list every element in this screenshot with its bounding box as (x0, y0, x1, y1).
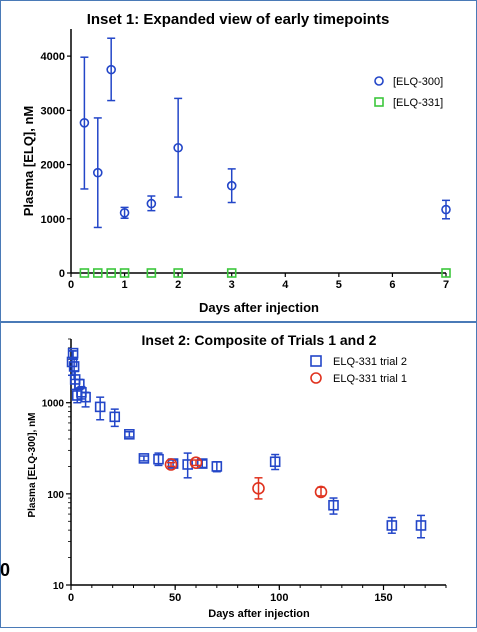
y-tick-label: 10 (53, 581, 65, 592)
error-bar (147, 195, 156, 212)
legend-entry: [ELQ-331] (393, 97, 443, 109)
error-bar (80, 56, 89, 190)
data-point (164, 458, 178, 471)
data-point (146, 268, 157, 278)
error-bar (192, 459, 200, 467)
data-point (441, 268, 451, 278)
data-point (92, 268, 103, 278)
error-bar (107, 37, 116, 102)
data-point (94, 401, 106, 413)
inset-1-chart: Inset 1: Expanded view of early timepoin… (21, 11, 451, 315)
data-point (226, 268, 237, 278)
y-axis-label: Plasma [ELQ], nM (21, 106, 36, 217)
data-point (106, 268, 116, 278)
x-tick-label: 150 (374, 592, 392, 604)
data-point (314, 485, 328, 499)
data-point (119, 208, 130, 218)
error-bar (254, 477, 263, 500)
data-point (189, 456, 203, 469)
x-axis-label: Days after injection (199, 300, 319, 315)
y-tick-label: 1000 (42, 399, 65, 410)
data-point (196, 458, 208, 469)
x-tick-label: 7 (443, 279, 449, 291)
x-tick-label: 100 (270, 592, 288, 604)
inset-2-panel: Inset 2: Composite of Trials 1 and 2 Day… (0, 322, 477, 628)
error-bar (96, 396, 105, 421)
legend-entry: [ELQ-300] (393, 76, 443, 88)
data-point (226, 180, 237, 191)
x-tick-label: 3 (229, 279, 235, 291)
data-point (92, 167, 103, 178)
x-tick-label: 4 (282, 279, 289, 291)
y-axis-label: Plasma [ELQ-300], nM (27, 412, 38, 517)
x-tick-label: 2 (175, 279, 181, 291)
error-bar (183, 452, 192, 479)
error-bar (93, 117, 102, 229)
data-point (79, 268, 90, 278)
inset-1-panel: Inset 1: Expanded view of early timepoin… (0, 0, 477, 322)
data-point (119, 268, 130, 278)
data-point (173, 268, 183, 278)
data-point (415, 520, 427, 531)
data-point (328, 499, 339, 511)
legend-marker (310, 355, 322, 367)
y-tick-label: 4000 (41, 51, 65, 63)
legend-entry: ELQ-331 trial 2 (333, 356, 407, 368)
legend-marker (374, 97, 384, 107)
data-point (182, 459, 193, 470)
y-tick-label: 3000 (41, 105, 65, 117)
y-tick-label: 1000 (41, 214, 65, 226)
chart-title: Inset 2: Composite of Trials 1 and 2 (142, 332, 377, 348)
error-bar (125, 431, 134, 438)
data-point (441, 204, 451, 215)
x-tick-label: 50 (169, 592, 181, 604)
data-point (146, 198, 157, 209)
error-bar (227, 168, 236, 204)
error-bar (417, 514, 425, 539)
legend-entry: ELQ-331 trial 1 (333, 373, 407, 385)
error-bar (174, 97, 183, 198)
error-bar (139, 455, 148, 462)
data-point (269, 456, 281, 468)
error-bar (167, 461, 175, 468)
data-point (67, 347, 79, 359)
edge-label: 0 (0, 560, 11, 580)
data-point (211, 461, 223, 472)
y-tick-label: 2000 (41, 160, 65, 172)
data-point (173, 142, 183, 153)
legend-marker (310, 372, 322, 384)
x-tick-label: 0 (68, 279, 74, 291)
data-point (252, 482, 265, 495)
error-bar (442, 199, 450, 220)
data-point (106, 64, 116, 75)
x-axis-label: Days after injection (208, 608, 310, 620)
x-tick-label: 6 (389, 279, 395, 291)
data-point (109, 411, 121, 423)
x-tick-label: 5 (336, 279, 342, 291)
data-point (79, 118, 90, 128)
data-point (138, 453, 150, 464)
data-point (386, 520, 398, 531)
data-point (153, 453, 164, 465)
inset-2-chart: Inset 2: Composite of Trials 1 and 2 Day… (27, 332, 447, 620)
error-bar (317, 486, 325, 497)
chart-title: Inset 1: Expanded view of early timepoin… (87, 11, 390, 28)
error-bar (387, 516, 396, 534)
x-tick-label: 0 (68, 592, 74, 604)
data-point (80, 391, 91, 403)
x-tick-label: 1 (122, 279, 128, 291)
data-point (124, 429, 135, 440)
y-tick-label: 0 (59, 268, 65, 280)
legend-marker (374, 76, 384, 86)
y-tick-label: 100 (47, 490, 64, 501)
